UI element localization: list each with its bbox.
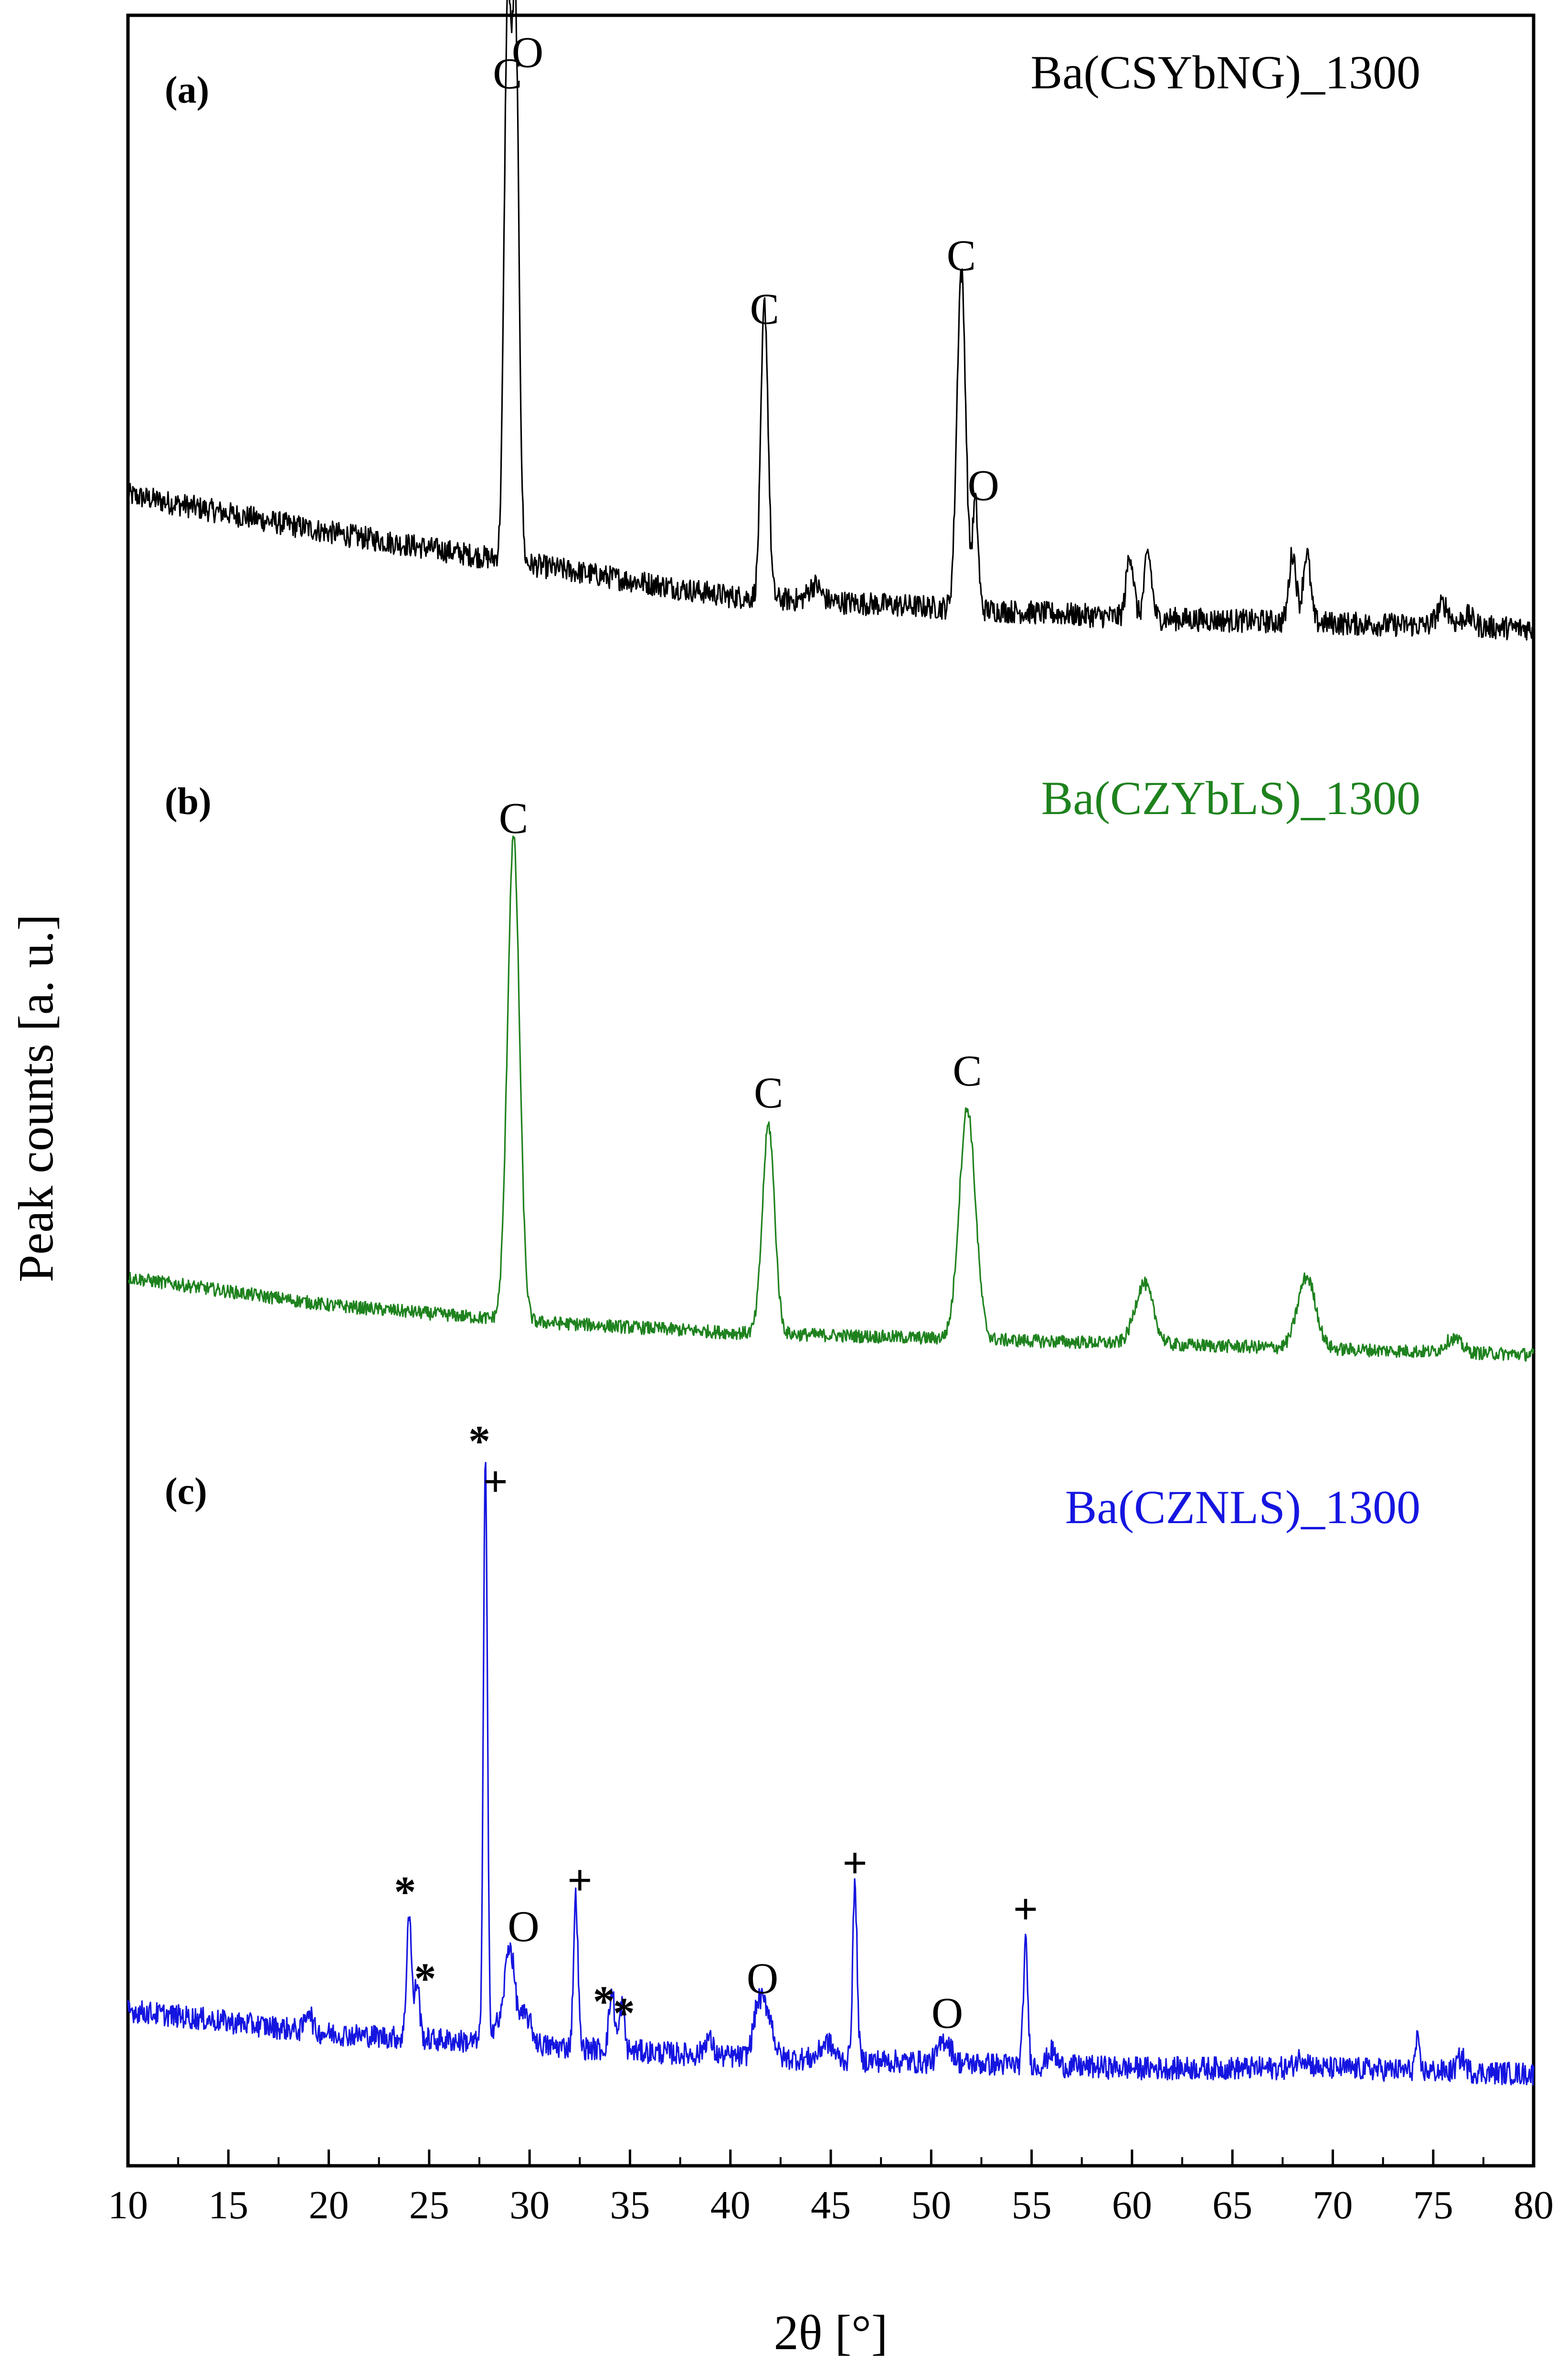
peak-label: *	[394, 1867, 416, 1916]
peak-label: +	[483, 1457, 508, 1506]
x-axis-ticks	[127, 2150, 1535, 2166]
peak-label: O	[932, 1989, 963, 2037]
x-axis-tick-labels: 10 15 20 25 30 35 40 45 50 55 60 65 70 75 80	[108, 2183, 1554, 2227]
peak-label: C	[493, 49, 522, 98]
panel-tag-3: (c)	[165, 1471, 207, 1513]
x-tick-label-25: 25	[409, 2183, 449, 2227]
peak-label: *	[593, 1977, 615, 2026]
x-tick-label-15: 15	[208, 2183, 248, 2227]
x-tick-label-75: 75	[1413, 2183, 1453, 2227]
peak-label: *	[468, 1417, 490, 1465]
x-axis-title: 2θ [°]	[774, 2305, 888, 2360]
peak-label: O	[508, 1902, 539, 1950]
series-name-1: Ba(CSYbNG)_1300	[1030, 46, 1420, 99]
x-tick-label-55: 55	[1012, 2183, 1052, 2227]
peak-label: O	[747, 1954, 778, 2002]
series-line-3	[127, 1462, 1535, 2086]
panel-tag-2: (b)	[165, 781, 212, 823]
x-tick-label-65: 65	[1212, 2183, 1252, 2227]
y-axis-title: Peak counts [a. u.]	[9, 914, 64, 1282]
series-name-3: Ba(CZNLS)_1300	[1065, 1481, 1420, 1534]
peak-label: +	[1013, 1885, 1038, 1933]
series-name-2: Ba(CZYbLS)_1300	[1041, 772, 1420, 825]
x-tick-label-20: 20	[309, 2183, 349, 2227]
x-tick-label-30: 30	[509, 2183, 550, 2227]
peak-label: O	[967, 461, 999, 510]
peak-label: *	[414, 1954, 436, 2002]
series-layer	[127, 0, 1535, 2086]
peak-label: C	[947, 231, 976, 280]
plot-frame	[126, 13, 1536, 2168]
x-tick-label-50: 50	[911, 2183, 951, 2227]
peak-label: +	[567, 1856, 592, 1905]
x-tick-label-35: 35	[610, 2183, 650, 2227]
x-tick-label-60: 60	[1112, 2183, 1152, 2227]
peak-label: C	[754, 1069, 783, 1117]
x-tick-label-45: 45	[811, 2183, 851, 2227]
peak-label: O	[512, 28, 543, 76]
peak-label: C	[499, 794, 528, 843]
peak-label: +	[842, 1838, 867, 1887]
peak-label: C	[750, 285, 779, 333]
x-tick-label-80: 80	[1514, 2183, 1554, 2227]
panel-tag-1: (a)	[165, 69, 209, 111]
peak-label: C	[953, 1047, 982, 1095]
x-tick-label-40: 40	[710, 2183, 751, 2227]
panel-titles: (a) Ba(CSYbNG)_1300 (b) Ba(CZYbLS)_1300 (c) B…	[165, 46, 1420, 1534]
x-tick-label-70: 70	[1313, 2183, 1353, 2227]
series-line-1	[127, 0, 1535, 641]
x-tick-label-10: 10	[108, 2183, 148, 2227]
peak-label: *	[613, 1989, 635, 2037]
series-line-2	[127, 835, 1535, 1362]
